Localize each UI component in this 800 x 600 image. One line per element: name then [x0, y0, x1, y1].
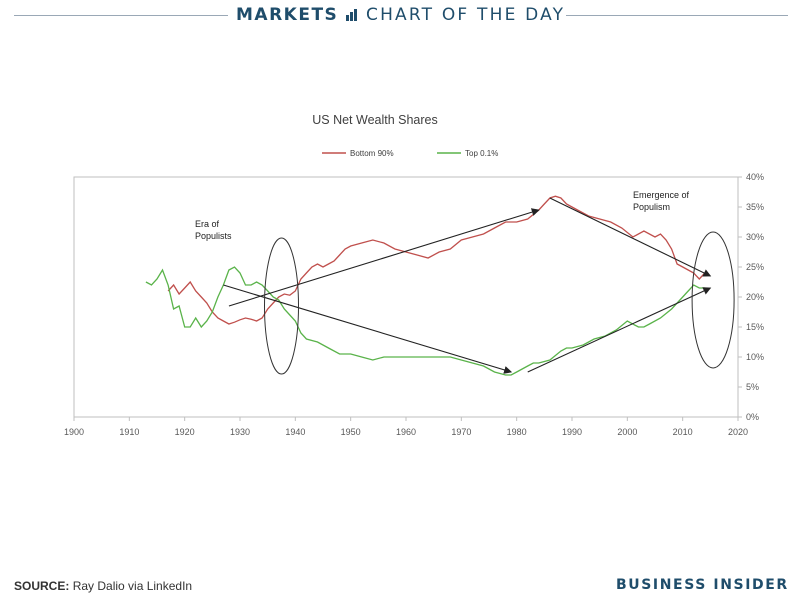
x-tick-label: 2010: [673, 427, 693, 437]
chart-annotations: Era of Populists Emergence of Populism: [195, 190, 735, 375]
x-tick-label: 1920: [175, 427, 195, 437]
brand-logo: BUSINESS INSIDER: [616, 577, 789, 593]
y-tick-label: 10%: [746, 352, 764, 362]
header-rule-left: [14, 15, 228, 16]
y-tick-label: 35%: [746, 202, 764, 212]
x-tick-label: 1980: [507, 427, 527, 437]
annotation-emergence-of-populism: Emergence of Populism: [633, 190, 690, 212]
highlight-ellipse-emergence-of-populism: [691, 231, 735, 369]
x-tick-label: 1970: [451, 427, 471, 437]
chart-title: US Net Wealth Shares: [312, 113, 438, 127]
annotation-era-of-populists: Era of Populists: [195, 219, 232, 241]
chart-legend: Bottom 90% Top 0.1%: [322, 149, 498, 158]
y-tick-label: 0%: [746, 412, 759, 422]
series-line-top-0-1: [145, 266, 705, 376]
chart-container: US Net Wealth Shares Bottom 90% Top 0.1% …: [0, 100, 800, 440]
x-tick-label: 1900: [64, 427, 84, 437]
header-rule-right: [566, 15, 788, 16]
source-note: SOURCE: Ray Dalio via LinkedIn: [14, 579, 192, 593]
y-tick-label: 25%: [746, 262, 764, 272]
plot-area-frame: [73, 176, 739, 418]
x-tick-label: 1990: [562, 427, 582, 437]
y-tick-label: 15%: [746, 322, 764, 332]
legend-label: Top 0.1%: [465, 149, 498, 158]
series-line-bottom-90: [167, 195, 706, 325]
source-text: Ray Dalio via LinkedIn: [72, 579, 193, 593]
y-tick-label: 5%: [746, 382, 759, 392]
chart-series: [145, 195, 706, 376]
source-label: SOURCE:: [14, 579, 70, 593]
trend-arrow: [228, 208, 540, 307]
section-title: MARKETS: [236, 5, 339, 25]
x-tick-label: 1930: [230, 427, 250, 437]
x-tick-label: 2020: [728, 427, 748, 437]
x-tick-label: 2000: [617, 427, 637, 437]
line-chart: US Net Wealth Shares Bottom 90% Top 0.1% …: [64, 113, 764, 437]
section-subtitle: CHART OF THE DAY: [366, 5, 566, 25]
x-tick-label: 1910: [119, 427, 139, 437]
highlight-ellipse-era-of-populists: [264, 237, 299, 375]
header: MARKETS CHART OF THE DAY: [0, 4, 800, 26]
y-axis: 0% 5% 10% 15% 20% 25% 30% 35% 40%: [738, 172, 764, 422]
y-tick-label: 40%: [746, 172, 764, 182]
x-tick-label: 1940: [285, 427, 305, 437]
y-tick-label: 30%: [746, 232, 764, 242]
trend-arrow: [223, 284, 513, 374]
x-tick-label: 1960: [396, 427, 416, 437]
legend-label: Bottom 90%: [350, 149, 394, 158]
bar-chart-icon: [346, 9, 358, 21]
trend-arrow: [549, 197, 712, 277]
x-tick-label: 1950: [341, 427, 361, 437]
y-tick-label: 20%: [746, 292, 764, 302]
trend-arrow: [527, 287, 712, 373]
x-axis: 1900 1910 1920 1930 1940 1950 1960 1970 1980 1990…: [64, 417, 748, 437]
